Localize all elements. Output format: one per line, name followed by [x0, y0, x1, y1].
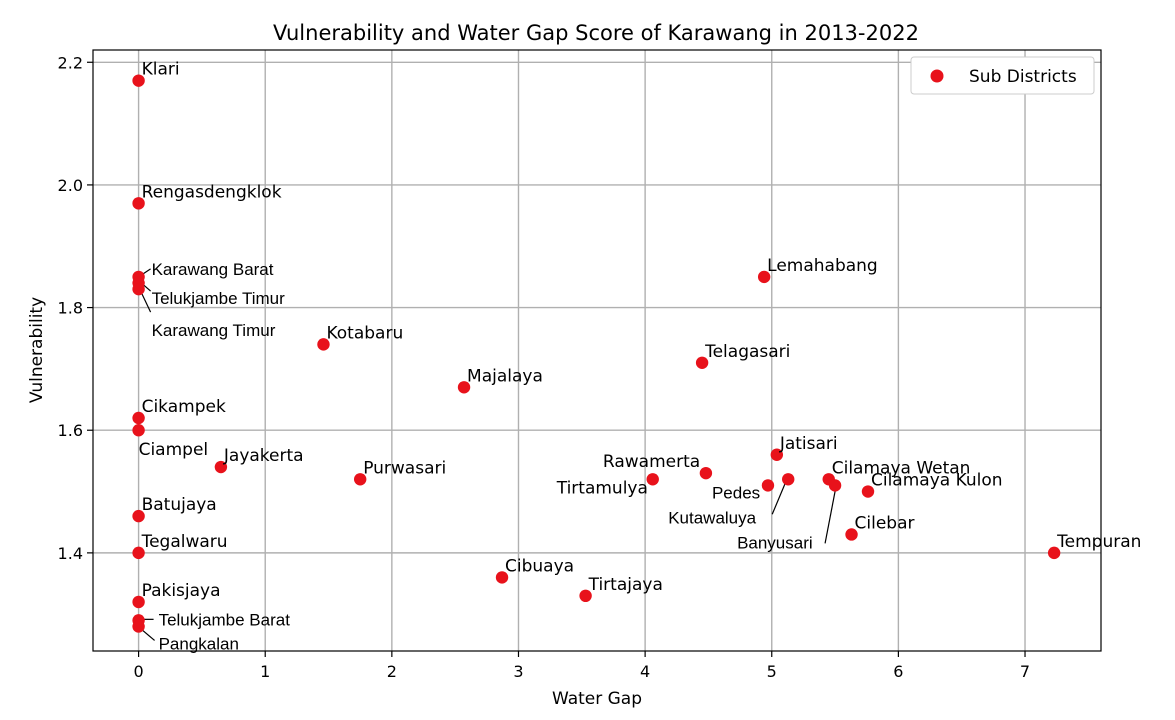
point-label: Pangkalan [159, 634, 239, 653]
point-label: Telukjambe Barat [159, 610, 291, 629]
point-label: Tirtajaya [588, 575, 663, 595]
y-tick-label: 1.6 [58, 421, 83, 440]
point-label: Majalaya [467, 366, 543, 386]
data-point [782, 473, 795, 486]
point-label: Jayakerta [223, 446, 304, 466]
data-point [495, 571, 509, 584]
data-points [132, 74, 1061, 633]
plot-frame [92, 49, 1102, 652]
point-label: Tempuran [1056, 532, 1141, 552]
point-label: Tirtamulya [556, 478, 648, 498]
data-point [132, 595, 145, 609]
point-label: Telagasari [704, 342, 790, 362]
data-point [132, 197, 145, 210]
point-label: Jatisari [779, 434, 838, 454]
data-point [132, 424, 145, 437]
point-labels: Klari Rengasdengklok Karawang Barat Telukja… [139, 60, 1142, 654]
legend: Sub Districts [910, 56, 1095, 95]
legend-entry: Sub Districts [969, 67, 1077, 87]
data-point [457, 381, 471, 394]
data-point [132, 411, 145, 425]
point-label: Banyusari [737, 533, 813, 552]
leader-lines [141, 268, 836, 641]
x-axis-label: Water Gap [552, 689, 642, 709]
x-tick-label: 5 [767, 662, 777, 681]
point-label: Telukjambe Timur [152, 289, 286, 308]
data-point [132, 546, 145, 560]
point-label: Karawang Timur [152, 321, 276, 340]
point-label: Cilamaya Wetan [832, 458, 971, 478]
data-point [757, 270, 771, 284]
leader-line [141, 629, 155, 641]
point-label: Batujaya [142, 495, 217, 515]
point-label: Cibuaya [505, 556, 574, 576]
leader-line [141, 292, 152, 313]
legend-marker [930, 69, 944, 83]
point-label: Pakisjaya [142, 581, 221, 601]
point-label: Cikampek [142, 397, 226, 417]
point-label: Klari [142, 60, 180, 80]
data-point [132, 282, 145, 296]
y-axis-label: Vulnerability [27, 297, 47, 403]
data-point [132, 74, 145, 87]
data-point [214, 460, 228, 474]
y-tick-label: 2.0 [58, 176, 83, 195]
data-point [579, 589, 592, 603]
point-label: Cilamaya Kulon [871, 471, 1003, 491]
y-tick-label: 1.8 [58, 299, 83, 318]
data-point [828, 479, 842, 492]
point-label: Purwasari [363, 458, 446, 478]
data-point [1047, 546, 1061, 560]
point-label: Tegalwaru [141, 532, 228, 552]
data-point [699, 466, 713, 480]
data-point [646, 473, 659, 486]
data-point [695, 356, 709, 369]
grid-lines [93, 50, 1101, 651]
leader-line [771, 483, 786, 515]
point-label: Karawang Barat [152, 260, 274, 279]
point-label: Cilebar [855, 513, 915, 533]
point-label: Rawamerta [603, 452, 700, 472]
point-label: Rengasdengklok [142, 182, 282, 202]
leader-line [824, 491, 836, 544]
data-point [845, 528, 858, 541]
point-label: Ciampel [139, 440, 209, 460]
data-point [861, 485, 875, 498]
y-tick-label: 2.2 [58, 53, 83, 72]
data-point [770, 448, 784, 461]
x-tick-label: 2 [387, 662, 397, 681]
data-point [353, 473, 367, 486]
point-label: Pedes [712, 483, 760, 502]
data-point [317, 338, 330, 351]
chart-title: Vulnerability and Water Gap Score of Kar… [273, 21, 919, 45]
point-label: Lemahabang [767, 256, 878, 276]
y-tick-label: 1.4 [58, 544, 83, 563]
data-point [761, 479, 775, 492]
axis-ticks: 0 1 2 3 4 5 6 7 1.4 1.6 1.8 2.0 2.2 [58, 53, 1031, 681]
legend-box [910, 56, 1095, 95]
x-tick-label: 7 [1020, 662, 1030, 681]
x-tick-label: 4 [640, 662, 650, 681]
x-tick-label: 1 [260, 662, 270, 681]
point-label: Kotabaru [326, 323, 403, 343]
x-tick-label: 6 [893, 662, 903, 681]
x-tick-label: 3 [513, 662, 523, 681]
data-point [132, 620, 145, 633]
point-label: Kutawaluya [668, 508, 756, 527]
data-point [132, 509, 145, 523]
x-tick-label: 0 [133, 662, 143, 681]
